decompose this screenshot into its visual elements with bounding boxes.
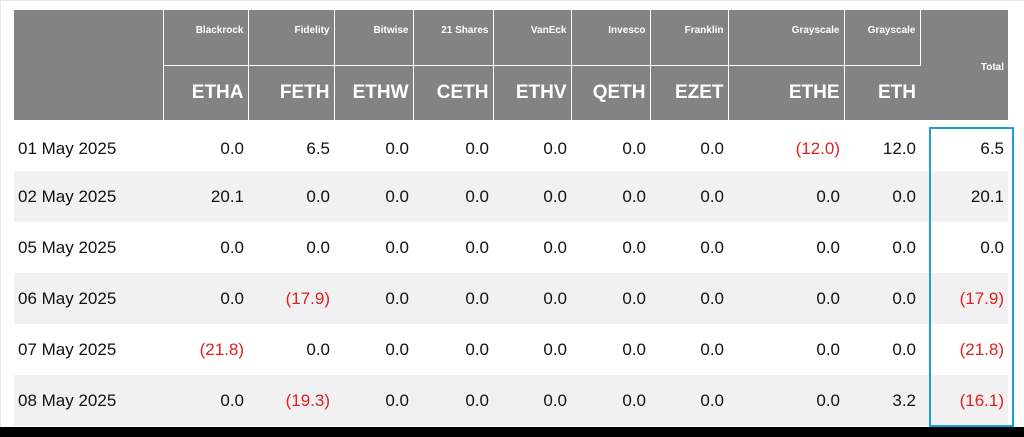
flow-cell: 0.0 [413,375,493,426]
flow-cell: 0.0 [465,339,489,359]
flow-cell: 0.0 [650,171,728,222]
flow-cell: 0.0 [334,273,413,324]
total-cell: (17.9) [920,273,1008,324]
ticker-header: ETHW [334,64,414,120]
flow-cell: 0.0 [816,237,840,257]
table-row: 05 May 2025 0.0 0.0 0.0 0.0 0.0 0.0 0.0 … [14,222,1008,273]
flow-cell: 0.0 [334,375,413,426]
ticker-header: FETH [248,64,335,120]
flow-cell: 0.0 [465,138,489,158]
flow-cell: 0.0 [622,339,646,359]
flow-cell: 0.0 [413,273,493,324]
flow-cell: 0.0 [844,273,920,324]
flow-cell: 0.0 [892,339,916,359]
flow-cell: 0.0 [465,237,489,257]
flow-cell: 12.0 [882,138,916,158]
total-cell: 0.0 [980,237,1004,257]
flow-cell: 0.0 [163,375,248,426]
flow-cell: (21.8) [199,339,244,359]
flow-cell: 0.0 [248,171,334,222]
ticker-header: CETH [413,64,494,120]
table-row: 01 May 2025 0.0 6.5 0.0 0.0 0.0 0.0 0.0 … [14,120,1008,171]
flow-cell: 20.1 [163,171,248,222]
row-date: 08 May 2025 [14,375,163,426]
total-cell: (21.8) [959,339,1004,359]
flow-cell: 0.0 [622,237,646,257]
flow-cell: 0.0 [385,339,409,359]
issuer-header: Grayscale [728,10,845,65]
flow-cell: (12.0) [795,138,840,158]
flow-cell: 0.0 [306,339,330,359]
flow-cell: 0.0 [543,237,567,257]
flow-cell: 0.0 [220,237,244,257]
table-row: 02 May 2025 20.1 0.0 0.0 0.0 0.0 0.0 0.0… [14,171,1008,222]
total-cell: (16.1) [920,375,1008,426]
row-date: 06 May 2025 [14,273,163,324]
issuer-header: Bitwise [334,10,414,65]
flow-cell: 0.0 [728,375,844,426]
flow-cell: 0.0 [571,171,650,222]
issuer-header: VanEck [493,10,572,65]
bottom-edge-bar [0,427,1024,437]
ticker-header: ETH [844,64,920,120]
ticker-header: QETH [571,64,651,120]
flow-cell: 0.0 [622,138,646,158]
total-header: Total [920,10,1008,120]
issuer-header: Blackrock [163,10,249,65]
issuer-header: 21 Shares [413,10,494,65]
flow-cell: 0.0 [650,273,728,324]
flow-cell: 3.2 [844,375,920,426]
flow-cell: 0.0 [493,171,571,222]
flow-cell: (17.9) [248,273,334,324]
flow-cell: 0.0 [543,339,567,359]
issuer-header: Franklin [650,10,729,65]
flow-cell: 0.0 [728,171,844,222]
flow-cell: 0.0 [543,138,567,158]
flow-cell: 6.5 [306,138,330,158]
row-date: 07 May 2025 [18,339,117,359]
flow-cell: 0.0 [892,237,916,257]
flow-cell: 0.0 [413,171,493,222]
etf-flows-table: Blackrock Fidelity Bitwise 21 Shares Van… [14,10,1008,426]
flow-cell: 0.0 [385,138,409,158]
ticker-header: ETHV [493,64,572,120]
ticker-row: ETHA FETH ETHW CETH ETHV QETH EZET ETHE … [14,64,1008,120]
flow-cell: 0.0 [700,138,724,158]
ticker-header: ETHE [728,64,845,120]
flow-cell: 0.0 [650,375,728,426]
flow-cell: 0.0 [163,273,248,324]
flow-cell: 0.0 [493,273,571,324]
table-row: 07 May 2025 (21.8) 0.0 0.0 0.0 0.0 0.0 0… [14,324,1008,375]
issuer-header: Invesco [571,10,651,65]
row-date: 01 May 2025 [18,138,117,158]
table-row: 06 May 2025 0.0 (17.9) 0.0 0.0 0.0 0.0 0… [14,273,1008,324]
table-header: Blackrock Fidelity Bitwise 21 Shares Van… [14,10,1008,120]
flow-cell: 0.0 [220,138,244,158]
date-header-cell [14,10,164,120]
issuer-header: Fidelity [248,10,335,65]
flow-cell: 0.0 [844,171,920,222]
flow-cell: 0.0 [334,171,413,222]
flow-cell: 0.0 [816,339,840,359]
flow-cell: 0.0 [571,273,650,324]
table-row: 08 May 2025 0.0 (19.3) 0.0 0.0 0.0 0.0 0… [14,375,1008,426]
flow-cell: 0.0 [306,237,330,257]
table-body: 01 May 2025 0.0 6.5 0.0 0.0 0.0 0.0 0.0 … [14,120,1008,426]
flow-cell: 0.0 [700,237,724,257]
ticker-header: EZET [650,64,729,120]
flow-cell: (19.3) [248,375,334,426]
flow-cell: 0.0 [385,237,409,257]
flow-cell: 0.0 [493,375,571,426]
flow-cell: 0.0 [571,375,650,426]
row-date: 05 May 2025 [18,237,117,257]
total-cell: 6.5 [980,138,1004,158]
ticker-header: ETHA [163,64,249,120]
issuer-row: Blackrock Fidelity Bitwise 21 Shares Van… [14,10,1008,120]
flow-cell: 0.0 [728,273,844,324]
flow-cell: 0.0 [700,339,724,359]
row-date: 02 May 2025 [14,171,163,222]
total-cell: 20.1 [920,171,1008,222]
issuer-header: Grayscale [844,10,921,65]
